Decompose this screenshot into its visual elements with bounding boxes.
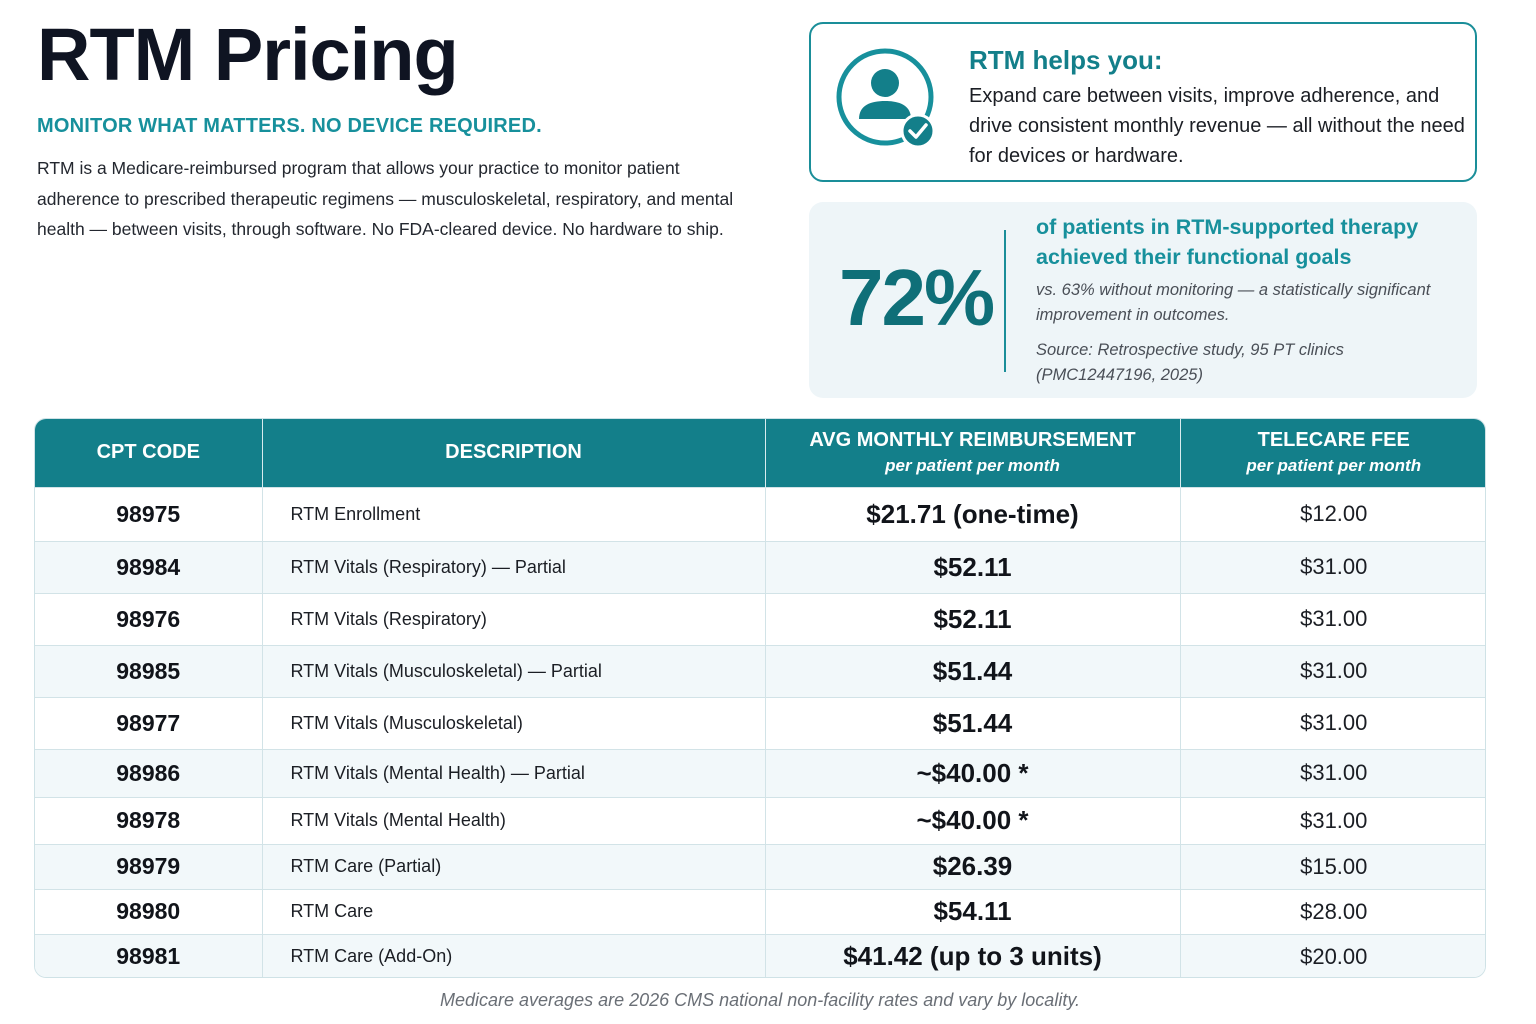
cpt-code-cell: 98984 — [35, 540, 263, 593]
page-title: RTM Pricing — [37, 13, 459, 96]
stat-divider — [1004, 230, 1006, 372]
outcome-stat-card: 72% of patients in RTM-supported therapy… — [809, 202, 1477, 398]
table-row: 98985 RTM Vitals (Musculoskeletal) — Part… — [35, 644, 1485, 697]
cpt-code-cell: 98980 — [35, 888, 263, 934]
telecare-fee-cell: $12.00 — [1180, 486, 1485, 541]
avg-reimbursement-cell: $51.44 — [765, 696, 1181, 749]
description-cell: RTM Vitals (Musculoskeletal) — Partial — [262, 644, 766, 697]
table-row: 98981 RTM Care (Add-On) $41.42 (up to 3 un… — [35, 933, 1485, 977]
avg-reimbursement-cell: ~$40.00 * — [765, 748, 1181, 797]
description-cell: RTM Care (Add-On) — [262, 933, 766, 977]
telecare-fee-cell: $31.00 — [1180, 696, 1485, 749]
help-card: RTM helps you: Expand care between visit… — [809, 22, 1477, 182]
cpt-code-cell: 98976 — [35, 592, 263, 645]
header-cpt-code: CPT CODE — [35, 419, 263, 487]
cpt-code-cell: 98977 — [35, 696, 263, 749]
description-cell: RTM Care (Partial) — [262, 843, 766, 889]
telecare-fee-cell: $31.00 — [1180, 540, 1485, 593]
description-cell: RTM Vitals (Mental Health) — [262, 796, 766, 844]
avg-reimbursement-cell: $51.44 — [765, 644, 1181, 697]
telecare-fee-cell: $20.00 — [1180, 933, 1485, 977]
stat-note: vs. 63% without monitoring — a statistic… — [1036, 281, 1431, 324]
avg-reimbursement-cell: $54.11 — [765, 888, 1181, 934]
description-cell: RTM Vitals (Respiratory) — [262, 592, 766, 645]
telecare-fee-cell: $31.00 — [1180, 748, 1485, 797]
cpt-code-cell: 98981 — [35, 933, 263, 977]
table-row: 98980 RTM Care $54.11 $28.00 — [35, 888, 1485, 934]
cpt-code-cell: 98986 — [35, 748, 263, 797]
telecare-fee-cell: $15.00 — [1180, 843, 1485, 889]
cpt-code-cell: 98975 — [35, 486, 263, 541]
avg-reimbursement-cell: $21.71 (one-time) — [765, 486, 1181, 541]
stat-value: 72% — [839, 253, 995, 342]
avg-reimbursement-cell: $41.42 (up to 3 units) — [765, 933, 1181, 977]
table-row: 98979 RTM Care (Partial) $26.39 $15.00 — [35, 843, 1485, 889]
cpt-code-cell: 98978 — [35, 796, 263, 844]
avg-reimbursement-cell: $26.39 — [765, 843, 1181, 889]
intro-paragraph: RTM is a Medicare-reimbursed program tha… — [37, 158, 734, 239]
table-row: 98977 RTM Vitals (Musculoskeletal) $51.44 $… — [35, 696, 1485, 749]
header-fee-sub: per patient per month — [1246, 456, 1422, 476]
description-cell: RTM Vitals (Respiratory) — Partial — [262, 540, 766, 593]
table-row: 98984 RTM Vitals (Respiratory) — Partial $… — [35, 540, 1485, 593]
stat-source: Source: Retrospective study, 95 PT clini… — [1036, 341, 1344, 384]
table-header-row: CPT CODE DESCRIPTION AVG MONTHLY REIMBUR… — [35, 419, 1485, 487]
cpt-code-cell: 98985 — [35, 644, 263, 697]
header-telecare-fee: TELECARE FEE per patient per month — [1180, 419, 1485, 487]
page-subtitle: MONITOR WHAT MATTERS. NO DEVICE REQUIRED… — [37, 115, 542, 137]
description-cell: RTM Enrollment — [262, 486, 766, 541]
description-cell: RTM Vitals (Musculoskeletal) — [262, 696, 766, 749]
table-row: 98976 RTM Vitals (Respiratory) $52.11 $31.0… — [35, 592, 1485, 645]
stat-headline: of patients in RTM-supported therapy ach… — [1036, 215, 1419, 269]
help-card-title: RTM helps you: — [969, 45, 1163, 75]
footnote: Medicare averages are 2026 CMS national … — [440, 990, 1080, 1010]
header-description: DESCRIPTION — [262, 419, 766, 487]
description-cell: RTM Vitals (Mental Health) — Partial — [262, 748, 766, 797]
header-avg-reimbursement: AVG MONTHLY REIMBURSEMENT per patient pe… — [765, 419, 1181, 487]
avg-reimbursement-cell: ~$40.00 * — [765, 796, 1181, 844]
telecare-fee-cell: $31.00 — [1180, 644, 1485, 697]
cpt-code-cell: 98979 — [35, 843, 263, 889]
table-row: 98986 RTM Vitals (Mental Health) — Partia… — [35, 748, 1485, 797]
table-row: 98975 RTM Enrollment $21.71 (one-time) $12.… — [35, 486, 1485, 541]
user-check-icon — [836, 48, 936, 149]
avg-reimbursement-cell: $52.11 — [765, 592, 1181, 645]
help-card-text: Expand care between visits, improve adhe… — [969, 85, 1465, 167]
telecare-fee-cell: $28.00 — [1180, 888, 1485, 934]
avg-reimbursement-cell: $52.11 — [765, 540, 1181, 593]
header-avg-sub: per patient per month — [885, 456, 1060, 476]
table-row: 98978 RTM Vitals (Mental Health) ~$40.00 *… — [35, 796, 1485, 844]
telecare-fee-cell: $31.00 — [1180, 592, 1485, 645]
description-cell: RTM Care — [262, 888, 766, 934]
telecare-fee-cell: $31.00 — [1180, 796, 1485, 844]
pricing-table: CPT CODE DESCRIPTION AVG MONTHLY REIMBUR… — [34, 418, 1486, 978]
